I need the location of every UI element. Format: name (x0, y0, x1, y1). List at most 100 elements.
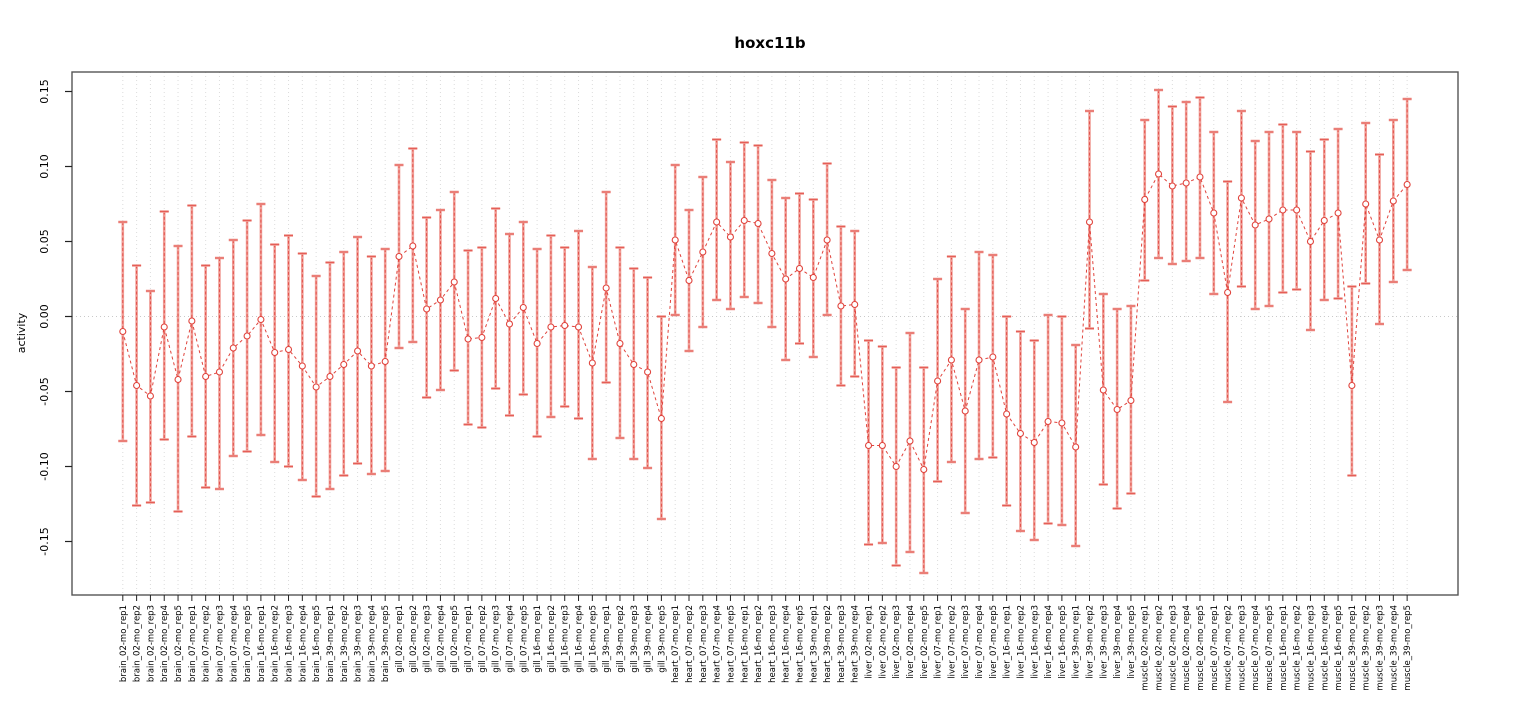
x-tick-label: brain_07-mo_rep2 (202, 605, 212, 682)
x-tick-label: gill_07-mo_rep1 (464, 605, 474, 673)
data-point (1362, 200, 1370, 208)
data-point (1141, 195, 1149, 204)
x-tick-label: heart_39-mo_rep4 (851, 605, 861, 683)
data-point (1293, 206, 1301, 214)
x-tick-label: brain_07-mo_rep3 (215, 605, 225, 682)
x-tick-label: muscle_02-mo_rep1 (1141, 605, 1151, 691)
x-tick-label: brain_39-mo_rep2 (340, 605, 350, 682)
x-tick-label: brain_16-mo_rep5 (312, 605, 322, 682)
x-tick-label: muscle_16-mo_rep5 (1334, 605, 1344, 691)
x-tick-label: muscle_39-mo_rep5 (1403, 605, 1413, 691)
x-tick-label: gill_39-mo_rep1 (602, 605, 612, 673)
x-tick-label: muscle_07-mo_rep1 (1210, 605, 1220, 691)
x-tick-label: heart_39-mo_rep3 (837, 605, 847, 683)
y-axis-label: activity (15, 312, 28, 353)
x-tick-label: heart_07-mo_rep1 (671, 605, 681, 683)
x-tick-label: gill_02-mo_rep3 (423, 605, 433, 673)
x-tick-label: muscle_39-mo_rep2 (1362, 605, 1372, 691)
x-tick-label: liver_02-mo_rep4 (906, 605, 916, 679)
data-point (1113, 405, 1121, 414)
data-point (837, 302, 845, 310)
x-tick-label: heart_16-mo_rep2 (754, 605, 764, 683)
data-point (160, 323, 168, 331)
data-point (174, 375, 182, 384)
data-point (257, 315, 265, 324)
x-tick-label: gill_39-mo_rep2 (616, 605, 626, 673)
x-tick-label: gill_07-mo_rep5 (519, 605, 529, 673)
data-point (809, 273, 817, 282)
data-point (1016, 429, 1025, 438)
x-tick-label: liver_02-mo_rep5 (920, 605, 930, 679)
x-tick-label: muscle_02-mo_rep2 (1155, 605, 1165, 691)
x-tick-label: muscle_07-mo_rep2 (1224, 605, 1234, 691)
data-point (1072, 443, 1080, 451)
x-tick-label: liver_16-mo_rep5 (1058, 605, 1068, 679)
x-tick-label: liver_02-mo_rep1 (865, 605, 875, 679)
data-point (133, 381, 141, 390)
x-tick-label: brain_16-mo_rep2 (271, 605, 281, 682)
x-tick-label: muscle_39-mo_rep4 (1389, 605, 1399, 691)
y-tick-label: 0.05 (38, 229, 51, 254)
x-tick-label: brain_39-mo_rep5 (381, 605, 391, 682)
x-tick-label: brain_07-mo_rep4 (229, 605, 239, 682)
x-tick-label: gill_16-mo_rep1 (533, 605, 543, 673)
x-tick-label: gill_02-mo_rep1 (395, 605, 405, 673)
data-point (1237, 194, 1245, 202)
data-point (188, 317, 196, 325)
x-tick-label: heart_39-mo_rep1 (809, 605, 819, 683)
data-point (1099, 386, 1107, 394)
y-tick-label: -0.05 (38, 377, 51, 405)
x-tick-label: brain_02-mo_rep3 (146, 605, 156, 682)
x-tick-label: liver_07-mo_rep1 (934, 605, 944, 679)
data-point (975, 356, 983, 364)
data-point (1224, 288, 1232, 297)
data-point (1265, 215, 1273, 223)
data-point (1044, 417, 1052, 426)
data-point (588, 359, 596, 367)
data-point (202, 372, 210, 381)
data-point (782, 275, 790, 283)
data-point (685, 276, 693, 285)
data-point (547, 323, 555, 331)
x-tick-label: gill_16-mo_rep3 (561, 605, 571, 673)
x-tick-label: heart_07-mo_rep5 (726, 605, 736, 683)
data-point (1155, 170, 1163, 178)
data-point (1127, 396, 1135, 405)
x-tick-label: gill_16-mo_rep5 (588, 605, 598, 673)
x-tick-label: brain_02-mo_rep5 (174, 605, 184, 682)
x-tick-label: muscle_07-mo_rep5 (1265, 605, 1275, 691)
x-tick-label: liver_07-mo_rep4 (975, 605, 985, 679)
x-tick-label: heart_16-mo_rep1 (740, 605, 750, 683)
x-tick-label: liver_07-mo_rep5 (989, 605, 999, 679)
x-tick-label: gill_39-mo_rep4 (644, 605, 654, 673)
x-tick-label: liver_07-mo_rep3 (961, 605, 971, 679)
x-tick-label: muscle_16-mo_rep3 (1306, 605, 1316, 691)
data-point (1375, 236, 1384, 244)
y-tick-label: -0.10 (38, 452, 51, 480)
data-point (795, 264, 804, 273)
data-point (851, 300, 859, 309)
data-point (326, 372, 334, 381)
data-point (947, 356, 955, 364)
data-point (768, 249, 776, 258)
data-point (1030, 438, 1038, 447)
data-point (906, 437, 914, 445)
x-tick-label: heart_16-mo_rep3 (768, 605, 778, 683)
data-series (118, 88, 1412, 575)
data-point (119, 327, 127, 336)
data-point (1168, 182, 1176, 190)
x-tick-label: gill_07-mo_rep3 (492, 605, 502, 673)
data-point (1389, 197, 1397, 205)
data-point (1196, 173, 1204, 181)
x-tick-label: gill_07-mo_rep4 (505, 605, 515, 673)
x-tick-label: muscle_16-mo_rep4 (1320, 605, 1330, 691)
x-tick-label: brain_39-mo_rep4 (367, 605, 377, 682)
data-point (450, 278, 458, 286)
x-tick-label: gill_02-mo_rep5 (450, 605, 460, 673)
x-tick-label: muscle_02-mo_rep5 (1196, 605, 1206, 691)
data-point (1334, 209, 1342, 217)
x-tick-label: brain_07-mo_rep5 (243, 605, 253, 682)
x-tick-label: liver_07-mo_rep2 (947, 605, 957, 679)
x-tick-label: gill_07-mo_rep2 (478, 605, 488, 673)
